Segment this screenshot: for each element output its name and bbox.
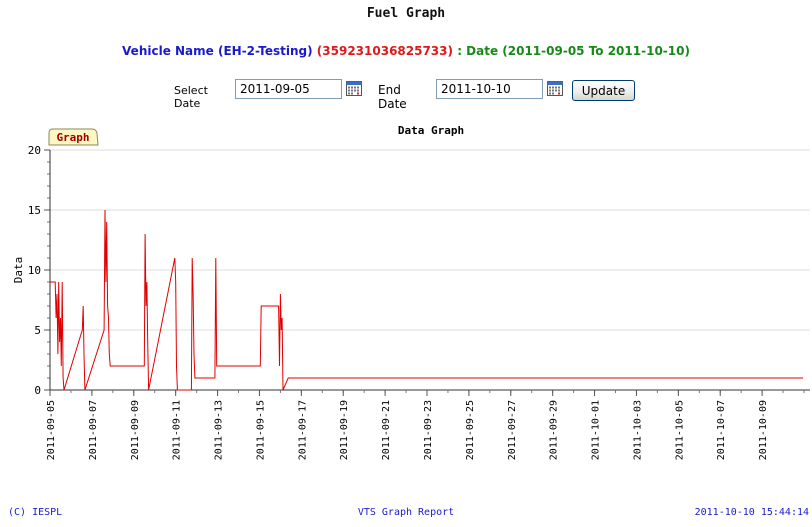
x-tick-label: 2011-09-25 (465, 400, 476, 460)
chart-title: Data Graph (398, 124, 464, 137)
start-date-input[interactable] (235, 79, 342, 99)
x-tick-label: 2011-09-23 (423, 400, 434, 460)
y-tick-label: 20 (28, 144, 41, 157)
fuel-chart: Data Graph 0 5 10 15 20 Data 2011-09-05 2011-09-… (12, 124, 810, 460)
y-tick-label: 5 (34, 324, 41, 337)
x-tick-label: 2011-09-07 (88, 400, 99, 460)
graph-tab[interactable] (48, 128, 99, 146)
vehicle-name: Vehicle Name (EH-2-Testing) (122, 44, 313, 58)
x-tick-label: 2011-10-01 (591, 400, 602, 460)
x-tick-label: 2011-09-13 (214, 400, 225, 460)
x-tick-label: 2011-10-09 (758, 400, 769, 460)
graph-tab-label: Graph (56, 131, 89, 144)
vehicle-id: (359231036825733) (316, 44, 453, 58)
calendar-icon[interactable] (547, 81, 563, 96)
select-date-label: Select Date (174, 84, 208, 110)
x-tick-label: 2011-09-17 (297, 400, 308, 460)
x-tick-label: 2011-09-09 (130, 400, 141, 460)
fuel-data-line (50, 209, 804, 391)
calendar-icon[interactable] (346, 81, 362, 96)
x-tick-label: 2011-09-15 (255, 400, 266, 460)
footer-report-name: VTS Graph Report (357, 507, 455, 518)
x-tick-label: 2011-09-21 (381, 400, 392, 460)
y-tick-label: 15 (28, 204, 41, 217)
end-date-input[interactable] (436, 79, 543, 99)
x-tick-label: 2011-09-29 (549, 400, 560, 460)
x-tick-label: 2011-09-27 (507, 400, 518, 460)
x-tick-label: 2011-09-19 (339, 400, 350, 460)
update-button[interactable]: Update (572, 80, 635, 101)
x-tick-label: 2011-09-11 (172, 400, 183, 460)
footer-timestamp: 2011-10-10 15:44:14 (694, 507, 809, 518)
x-tick-label: 2011-10-03 (632, 400, 643, 460)
x-tick-label: 2011-10-07 (716, 400, 727, 460)
y-axis-label: Data (12, 257, 25, 284)
vehicle-date-range: : Date (2011-09-05 To 2011-10-10) (457, 44, 690, 58)
y-tick-label: 0 (34, 384, 41, 397)
x-tick-label: 2011-10-05 (674, 400, 685, 460)
vehicle-info: Vehicle Name (EH-2-Testing) (35923103682… (0, 44, 812, 58)
footer-copyright: (C) IESPL (8, 507, 63, 518)
x-tick-label: 2011-09-05 (46, 400, 57, 460)
end-date-label: End Date (378, 83, 407, 111)
page-title: Fuel Graph (366, 6, 446, 21)
y-tick-label: 10 (28, 264, 41, 277)
